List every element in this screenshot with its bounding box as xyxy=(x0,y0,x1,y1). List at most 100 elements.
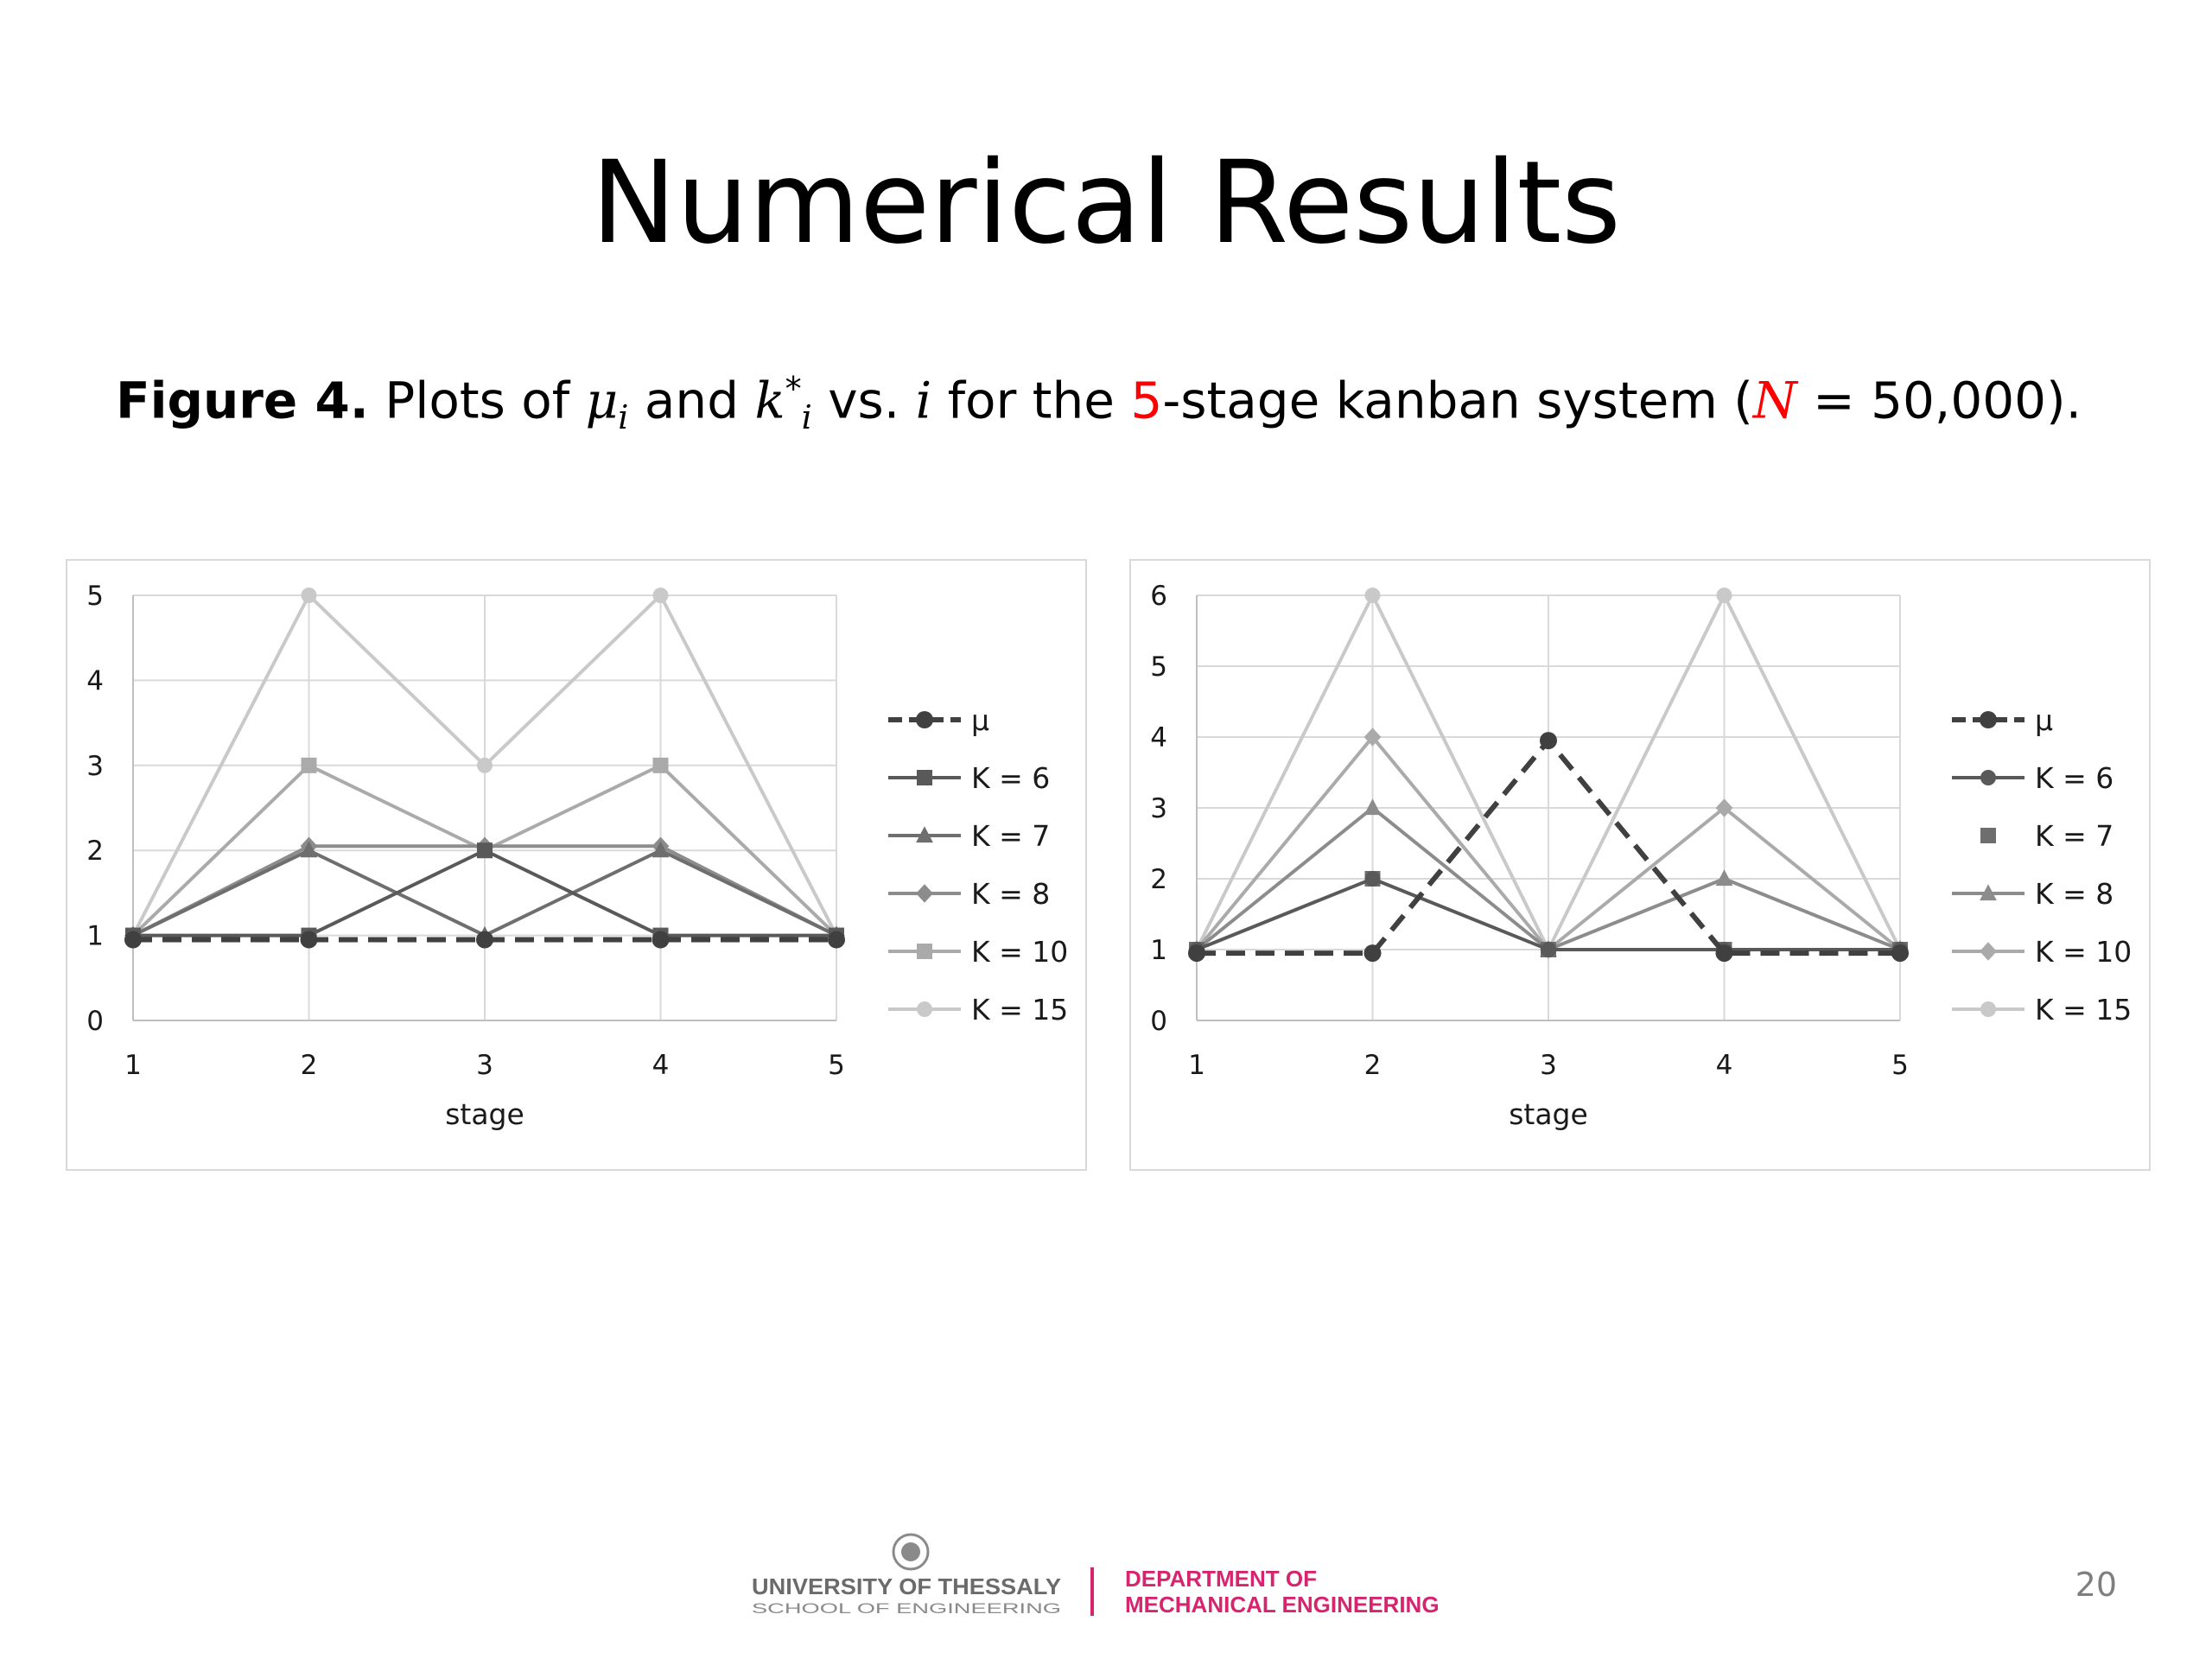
data-point xyxy=(652,841,670,858)
y-tick-label: 3 xyxy=(86,751,104,782)
data-point xyxy=(1891,944,1909,963)
y-tick-label: 0 xyxy=(86,1006,104,1037)
legend: μ K = 6 K = 7 K = 8 K = 10 K = 15 xyxy=(1952,703,2132,1027)
legend-item: K = 15 xyxy=(1952,993,2132,1027)
gridlines xyxy=(132,594,837,1021)
legend-marker xyxy=(1980,884,1997,901)
data-point xyxy=(1188,944,1205,963)
data-point xyxy=(652,588,669,603)
x-axis-title: stage xyxy=(1509,1097,1588,1131)
legend-label: K = 8 xyxy=(971,877,1050,911)
caption-mu-subscript: i xyxy=(618,397,629,436)
y-tick-label: 4 xyxy=(1150,722,1167,753)
caption-mu: μ xyxy=(585,371,619,430)
data-point xyxy=(1363,728,1382,747)
series-μ xyxy=(1188,732,1909,963)
legend-marker xyxy=(1980,770,1996,785)
x-tick-label: 4 xyxy=(652,1050,670,1081)
footer-school: SCHOOL OF ENGINEERING xyxy=(752,1600,1061,1617)
university-emblem-center xyxy=(901,1542,920,1561)
data-point xyxy=(477,757,493,773)
legend-item: μ xyxy=(888,703,989,737)
footer-university: UNIVERSITY OF THESSALY xyxy=(752,1573,1061,1599)
x-tick-label: 3 xyxy=(476,1050,493,1081)
footer-department-line1: DEPARTMENT OF xyxy=(1125,1566,1317,1592)
y-tick-label: 2 xyxy=(1150,864,1167,895)
data-point xyxy=(301,588,317,603)
legend-label: K = 15 xyxy=(971,993,1068,1027)
data-point xyxy=(1540,732,1557,750)
data-point xyxy=(300,841,318,858)
legend-item: μ xyxy=(1952,703,2053,737)
legend-marker xyxy=(1980,1001,1996,1017)
y-tick-label: 5 xyxy=(86,581,104,612)
legend-marker xyxy=(916,884,933,903)
data-point xyxy=(476,931,493,949)
caption-text-6: = 50,000). xyxy=(1796,371,2082,430)
y-tick-label: 6 xyxy=(1150,581,1167,612)
data-point xyxy=(1364,588,1381,603)
legend-item: K = 7 xyxy=(888,819,1050,853)
x-tick-label: 1 xyxy=(124,1050,142,1081)
y-tick-label: 2 xyxy=(86,836,104,867)
y-tick-label: 0 xyxy=(1150,1006,1167,1037)
data-point xyxy=(1715,798,1733,817)
x-tick-label: 2 xyxy=(1364,1050,1382,1081)
legend-marker xyxy=(917,1001,932,1017)
legend-item: K = 15 xyxy=(888,993,1068,1027)
caption-N: N xyxy=(1752,371,1797,430)
caption-k-superscript: * xyxy=(785,370,802,408)
caption-i: i xyxy=(915,371,932,430)
legend-label: μ xyxy=(971,703,989,737)
legend-item: K = 6 xyxy=(888,761,1050,795)
legend-item: K = 8 xyxy=(1952,877,2113,911)
legend-label: K = 7 xyxy=(971,819,1050,853)
caption-text-2: and xyxy=(628,371,755,430)
figure-caption: Figure 4. Plots of μi and k*i vs. i for … xyxy=(116,350,2190,456)
data-point xyxy=(300,931,318,949)
x-tick-label: 3 xyxy=(1540,1050,1557,1081)
caption-text-5: -stage kanban system ( xyxy=(1162,371,1753,430)
slide-title: Numerical Results xyxy=(591,137,1621,270)
data-point xyxy=(1715,944,1733,963)
data-point xyxy=(124,931,142,949)
legend-marker xyxy=(1980,942,1997,961)
y-tick-label: 1 xyxy=(1150,935,1167,966)
caption-text-4: for the xyxy=(931,371,1131,430)
legend-label: K = 10 xyxy=(971,935,1068,969)
data-point xyxy=(1541,942,1556,957)
x-axis-title: stage xyxy=(445,1097,524,1131)
y-tick-label: 4 xyxy=(86,665,104,696)
university-emblem xyxy=(892,1533,930,1571)
legend-label: K = 8 xyxy=(2035,877,2113,911)
y-tick-label: 5 xyxy=(1150,652,1167,683)
data-point xyxy=(1364,871,1381,887)
legend-label: K = 6 xyxy=(2035,761,2113,795)
footer-department-line2: MECHANICAL ENGINEERING xyxy=(1125,1592,1440,1618)
legend-item: K = 7 xyxy=(1980,819,2113,853)
data-point xyxy=(652,931,670,949)
legend-item: K = 8 xyxy=(888,877,1050,911)
legend-marker xyxy=(1980,711,1997,728)
data-point xyxy=(477,842,493,859)
data-point xyxy=(1715,869,1733,887)
legend-marker xyxy=(917,944,932,959)
caption-text-3: vs. xyxy=(811,371,916,430)
data-point xyxy=(301,757,317,773)
y-tick-label: 1 xyxy=(86,921,104,952)
x-tick-label: 1 xyxy=(1188,1050,1205,1081)
x-tick-label: 4 xyxy=(1716,1050,1733,1081)
caption-text-1: Plots of xyxy=(368,371,586,430)
caption-k: k xyxy=(754,371,785,430)
series-μ xyxy=(124,931,845,949)
legend-marker xyxy=(917,770,932,785)
data-point xyxy=(828,931,845,949)
legend-label: K = 7 xyxy=(2035,819,2113,853)
legend-marker xyxy=(916,826,933,843)
legend-item: K = 10 xyxy=(888,935,1068,969)
x-tick-label: 5 xyxy=(828,1050,845,1081)
